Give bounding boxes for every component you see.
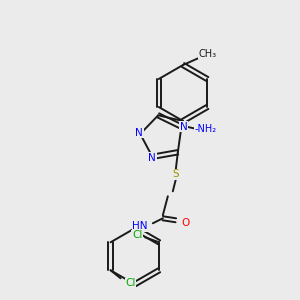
Text: -NH₂: -NH₂ [194,124,217,134]
Text: S: S [172,169,179,179]
Text: Cl: Cl [125,278,136,288]
Text: CH₃: CH₃ [199,49,217,59]
Text: O: O [182,218,190,228]
Text: N: N [135,128,143,138]
Text: Cl: Cl [132,230,142,240]
Text: N: N [179,122,187,132]
Text: HN: HN [132,221,148,231]
Text: N: N [148,153,156,163]
